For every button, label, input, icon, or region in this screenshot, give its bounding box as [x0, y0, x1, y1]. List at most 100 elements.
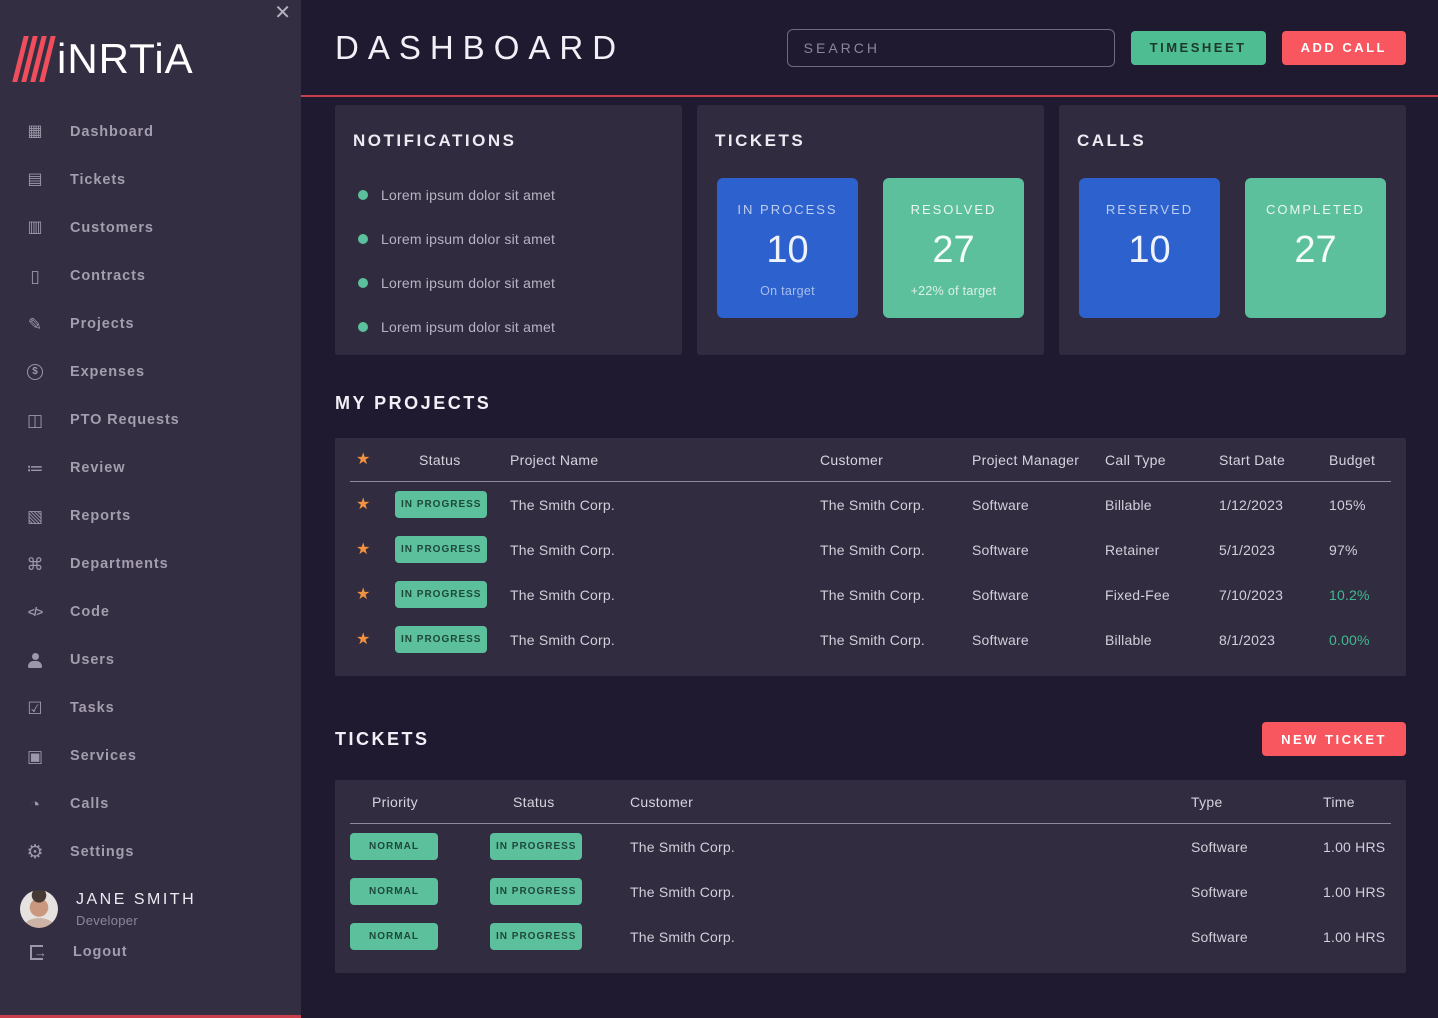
customer-cell: The Smith Corp. — [630, 883, 735, 900]
project-row[interactable]: IN PROGRESS The Smith Corp. The Smith Co… — [350, 572, 1391, 617]
favorite-star-icon[interactable] — [350, 541, 370, 558]
projects-table: Status Project Name Customer Project Man… — [335, 438, 1406, 676]
customers-icon: ▥ — [27, 219, 43, 236]
stat-cards-row: NOTIFICATIONS Lorem ipsum dolor sit amet… — [335, 105, 1406, 355]
project-row[interactable]: IN PROGRESS The Smith Corp. The Smith Co… — [350, 617, 1391, 662]
project-name-cell: The Smith Corp. — [510, 541, 615, 558]
col-budget: Budget — [1329, 451, 1376, 468]
sidebar-item-tickets[interactable]: ▤ Tickets — [0, 156, 301, 204]
sidebar-item-calls[interactable]: ◔ Calls — [0, 780, 301, 828]
in-process-tile[interactable]: IN PROCESS 10 On target — [717, 178, 858, 318]
sidebar-item-expenses[interactable]: $ Expenses — [0, 348, 301, 396]
status-badge: IN PROGRESS — [490, 923, 583, 950]
type-cell: Software — [1191, 838, 1248, 855]
call-type-cell: Billable — [1105, 631, 1152, 648]
ticket-row[interactable]: NORMAL IN PROGRESS The Smith Corp. Softw… — [350, 914, 1391, 959]
call-type-cell: Retainer — [1105, 541, 1160, 558]
project-manager-cell: Software — [972, 496, 1029, 513]
add-call-button[interactable]: ADD CALL — [1281, 30, 1406, 65]
search-input[interactable] — [786, 28, 1115, 67]
calls-card-title: CALLS — [1077, 131, 1147, 150]
ticket-row[interactable]: NORMAL IN PROGRESS The Smith Corp. Softw… — [350, 824, 1391, 869]
ticket-row[interactable]: NORMAL IN PROGRESS The Smith Corp. Softw… — [350, 869, 1391, 914]
avatar — [20, 890, 58, 928]
favorite-star-icon[interactable] — [350, 631, 370, 648]
sidebar-item-dashboard[interactable]: ▦ Dashboard — [0, 108, 301, 156]
tickets-section-head: TICKETS NEW TICKET — [335, 722, 1406, 756]
sidebar-item-departments[interactable]: ⌘ Departments — [0, 540, 301, 588]
customer-cell: The Smith Corp. — [820, 496, 925, 513]
projects-section-title: MY PROJECTS — [335, 393, 492, 413]
star-icon — [350, 451, 370, 468]
reserved-tile[interactable]: RESERVED 10 — [1079, 178, 1220, 318]
favorite-star-icon[interactable] — [350, 496, 370, 513]
calls-icon: ◔ — [29, 794, 41, 814]
sidebar-item-label: Contracts — [70, 268, 146, 284]
sidebar-item-customers[interactable]: ▥ Customers — [0, 204, 301, 252]
app-logo: iNRTiA — [0, 0, 301, 82]
sidebar-item-services[interactable]: ▣ Services — [0, 732, 301, 780]
project-row[interactable]: IN PROGRESS The Smith Corp. The Smith Co… — [350, 527, 1391, 572]
timesheet-button[interactable]: TIMESHEET — [1130, 30, 1266, 65]
header: DASHBOARD TIMESHEET ADD CALL — [301, 0, 1438, 97]
calls-tiles: RESERVED 10 COMPLETED 27 — [1077, 178, 1388, 318]
sidebar-item-label: PTO Requests — [70, 412, 180, 428]
project-row[interactable]: IN PROGRESS The Smith Corp. The Smith Co… — [350, 482, 1391, 527]
notification-item[interactable]: Lorem ipsum dolor sit amet — [353, 173, 664, 217]
resolved-tile[interactable]: RESOLVED 27 +22% of target — [883, 178, 1024, 318]
tile-subtitle: +22% of target — [910, 284, 997, 298]
budget-cell: 0.00% — [1329, 631, 1370, 648]
review-icon: ≔ — [26, 458, 44, 478]
new-ticket-button[interactable]: NEW TICKET — [1262, 722, 1406, 756]
notification-text: Lorem ipsum dolor sit amet — [381, 319, 556, 335]
sidebar-item-users[interactable]: Users — [0, 636, 301, 684]
project-manager-cell: Software — [972, 586, 1029, 603]
sidebar-item-settings[interactable]: ⚙ Settings — [0, 828, 301, 876]
notification-item[interactable]: Lorem ipsum dolor sit amet — [353, 305, 664, 349]
status-badge: IN PROGRESS — [395, 536, 488, 563]
sidebar-item-contracts[interactable]: ▯ Contracts — [0, 252, 301, 300]
tickets-icon: ▤ — [27, 171, 43, 188]
tickets-table: Priority Status Customer Type Time NORMA… — [335, 780, 1406, 973]
tasks-icon: ☑ — [27, 698, 43, 718]
type-cell: Software — [1191, 883, 1248, 900]
customer-cell: The Smith Corp. — [820, 631, 925, 648]
tile-label: RESERVED — [1105, 202, 1194, 217]
tickets-table-header: Priority Status Customer Type Time — [350, 780, 1391, 824]
priority-badge: NORMAL — [350, 923, 438, 950]
start-date-cell: 5/1/2023 — [1219, 541, 1276, 558]
type-cell: Software — [1191, 928, 1248, 945]
sidebar-item-label: Tasks — [70, 700, 115, 716]
sidebar-item-code[interactable]: </> Code — [0, 588, 301, 636]
tile-label: RESOLVED — [910, 202, 997, 217]
notification-item[interactable]: Lorem ipsum dolor sit amet — [353, 261, 664, 305]
sidebar-item-reports[interactable]: ▧ Reports — [0, 492, 301, 540]
user-info: JANE SMITH Developer — [76, 891, 196, 928]
sidebar-item-tasks[interactable]: ☑ Tasks — [0, 684, 301, 732]
notification-item[interactable]: Lorem ipsum dolor sit amet — [353, 217, 664, 261]
sidebar-item-label: Expenses — [70, 364, 145, 380]
start-date-cell: 7/10/2023 — [1219, 586, 1284, 603]
projects-table-header: Status Project Name Customer Project Man… — [350, 438, 1391, 482]
settings-icon: ⚙ — [26, 841, 44, 863]
sidebar-item-projects[interactable]: ✎ Projects — [0, 300, 301, 348]
time-cell: 1.00 HRS — [1323, 838, 1386, 855]
logout-button[interactable]: → Logout — [0, 944, 301, 960]
sidebar-item-pto-requests[interactable]: ◫ PTO Requests — [0, 396, 301, 444]
status-badge: IN PROGRESS — [490, 878, 583, 905]
pto-requests-icon: ◫ — [26, 410, 44, 430]
close-icon[interactable]: ✕ — [274, 2, 291, 24]
priority-badge: NORMAL — [350, 878, 438, 905]
user-profile[interactable]: JANE SMITH Developer — [0, 890, 301, 928]
start-date-cell: 8/1/2023 — [1219, 631, 1276, 648]
notification-text: Lorem ipsum dolor sit amet — [381, 187, 556, 203]
sidebar-item-review[interactable]: ≔ Review — [0, 444, 301, 492]
budget-cell: 105% — [1329, 496, 1366, 513]
completed-tile[interactable]: COMPLETED 27 — [1245, 178, 1386, 318]
content: NOTIFICATIONS Lorem ipsum dolor sit amet… — [301, 97, 1438, 1018]
sidebar-item-label: Users — [70, 652, 115, 668]
favorite-star-icon[interactable] — [350, 586, 370, 603]
customer-cell: The Smith Corp. — [630, 928, 735, 945]
status-badge: IN PROGRESS — [395, 626, 488, 653]
